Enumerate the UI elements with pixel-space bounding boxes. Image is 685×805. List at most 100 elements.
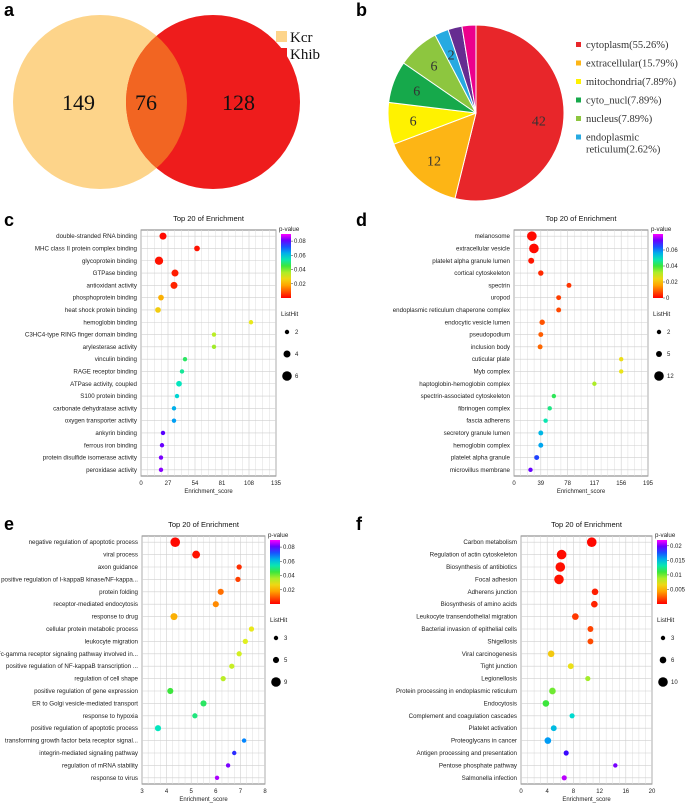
term-label: regulation of cell shape <box>74 676 138 683</box>
term-label: RAGE receptor binding <box>73 368 137 375</box>
x-tick-label: 39 <box>537 481 544 487</box>
colorbar-tick-label: 0.02 <box>294 282 306 288</box>
colorbar-tick-label: 0.06 <box>294 253 306 259</box>
pie-slice-label: 12 <box>427 154 441 169</box>
enrichment-point <box>572 613 579 620</box>
pie-legend-swatch <box>576 116 581 121</box>
term-label: transforming growth factor beta receptor… <box>5 738 138 745</box>
size-legend-dot <box>658 677 668 687</box>
size-legend-dot <box>273 635 279 641</box>
term-label: Viral carcinogenesis <box>462 651 517 658</box>
enrichment-point <box>235 576 241 583</box>
term-label: platelet alpha granule <box>451 455 511 462</box>
term-label: GTPase binding <box>93 270 138 277</box>
enrichment-point <box>538 430 544 436</box>
x-tick-label: 135 <box>271 481 282 487</box>
pie-legend-swatch <box>576 42 581 47</box>
enrichment-point <box>561 775 567 781</box>
term-label: protein folding <box>99 589 138 596</box>
colorbar <box>270 540 280 604</box>
enrichment-point <box>176 380 182 387</box>
enrichment-point <box>529 243 539 254</box>
term-label: fascia adherens <box>466 418 510 425</box>
pie-legend-label: reticulum(2.62%) <box>586 145 661 156</box>
enrichment-point <box>192 550 201 559</box>
term-label: Biosynthesis of antibiotics <box>446 564 517 571</box>
x-tick-label: 156 <box>616 481 627 487</box>
term-label: integrin-mediated signaling pathway <box>39 750 139 757</box>
pie-legend-label: cytoplasm(55.26%) <box>586 40 669 51</box>
term-label: negative regulation of apoptotic process <box>29 539 138 546</box>
term-label: Tight junction <box>480 663 517 670</box>
enrichment-point <box>158 467 164 473</box>
x-tick-label: 5 <box>190 789 194 795</box>
enrichment-point <box>236 564 242 570</box>
size-legend-label: 2 <box>667 330 671 336</box>
enrichment-point <box>159 232 167 240</box>
colorbar-title: p-value <box>651 226 672 233</box>
x-axis-label: Enrichment_score <box>562 797 611 803</box>
x-tick-label: 117 <box>590 481 600 487</box>
term-label: leukocyte migration <box>85 638 139 645</box>
enrichment-point <box>569 713 575 719</box>
venn-legend-label-kcr: Kcr <box>290 30 313 46</box>
colorbar-tick-label: 0.04 <box>666 264 678 270</box>
panel-label-c: c <box>4 210 14 230</box>
enrichment-point <box>248 626 255 632</box>
term-label: vinculin binding <box>95 356 138 363</box>
enrichment-point <box>539 319 545 325</box>
colorbar-title: p-value <box>655 532 676 539</box>
enrichment-point <box>587 638 594 645</box>
term-label: glycoprotein binding <box>82 258 138 265</box>
enrichment-point <box>619 369 624 374</box>
enrichment-point <box>549 687 556 695</box>
enrichment-point <box>591 588 599 596</box>
enrichment-point <box>220 675 226 682</box>
term-label: regulation of mRNA stability <box>62 762 139 769</box>
enrichment-point <box>528 467 533 473</box>
enrichment-point <box>155 307 161 313</box>
size-legend-label: 6 <box>671 658 675 664</box>
enrichment-point <box>229 663 235 669</box>
size-legend-dot <box>272 656 280 664</box>
enrichment-point <box>214 775 220 780</box>
term-label: C3HC4-type RING finger domain binding <box>25 332 138 339</box>
enrichment-point <box>211 344 217 350</box>
enrichment-point <box>591 600 598 608</box>
term-label: ferrous iron binding <box>84 442 138 449</box>
enrichment-point <box>179 369 185 374</box>
panel-label-b: b <box>356 0 367 20</box>
size-legend-title: ListHit <box>653 311 670 318</box>
size-legend-dot <box>660 635 666 641</box>
term-label: cellular protein metabolic process <box>46 626 138 633</box>
term-label: carbonate dehydratase activity <box>53 405 138 412</box>
enrichment-point <box>528 257 535 264</box>
term-label: cortical cytoskeleton <box>454 270 510 277</box>
size-legend-label: 4 <box>295 352 299 358</box>
enrichment-point <box>567 663 574 670</box>
enrichment-point <box>585 676 591 682</box>
pie-legend-swatch <box>576 60 581 66</box>
colorbar <box>657 540 667 604</box>
pie-legend-swatch <box>576 97 581 103</box>
plot-title: Top 20 of Enrichment <box>546 214 618 223</box>
colorbar-tick-label: 0.005 <box>670 587 685 593</box>
x-tick-label: 8 <box>572 789 576 795</box>
term-label: antioxidant activity <box>86 282 137 289</box>
pie-legend-swatch <box>576 134 581 140</box>
size-legend-label: 3 <box>284 636 288 642</box>
term-label: axon guidance <box>98 564 139 571</box>
pie-slice-label: 6 <box>413 85 420 100</box>
size-legend-label: 2 <box>295 330 299 336</box>
term-label: Leukocyte transendothelial migration <box>416 614 517 621</box>
x-tick-label: 54 <box>192 481 199 487</box>
pie-legend-label: endoplasmic <box>586 133 639 144</box>
pie-slice <box>461 24 477 114</box>
x-tick-label: 7 <box>239 789 243 795</box>
enrichment-point <box>217 588 224 595</box>
term-label: phosphoprotein binding <box>73 295 138 302</box>
enrichment-plot-e: Top 20 of Enrichment 3 4 5 6 7 8 Enrichment_sco… <box>0 520 295 803</box>
enrichment-plot-c: Top 20 of Enrichment 0 27 54 81 108 135 Enrichm… <box>25 214 306 495</box>
pie-slice-label: 42 <box>532 115 546 130</box>
enrichment-point <box>534 455 540 461</box>
